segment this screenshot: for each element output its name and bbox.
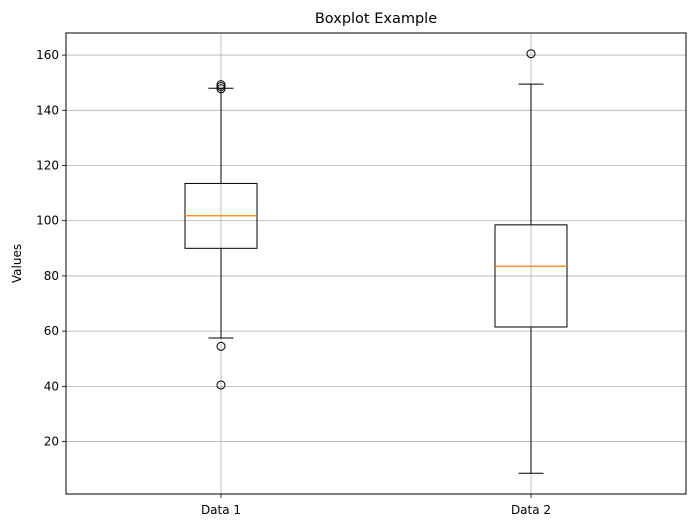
grid-lines — [66, 33, 686, 494]
chart-title: Boxplot Example — [315, 11, 437, 27]
plot-area-frame — [65, 32, 687, 495]
x-tick-label: Data 1 — [201, 503, 241, 517]
outlier-point — [216, 82, 226, 92]
y-tick-label: 80 — [44, 269, 59, 283]
outlier-point — [526, 49, 536, 59]
y-axis-label: Values — [10, 244, 24, 283]
y-tick-label: 100 — [36, 214, 59, 228]
outlier-point — [216, 380, 226, 390]
y-tick-label: 120 — [36, 159, 59, 173]
axis-ticks: 20 40 60 80 100 120 140 160 Data 1 Data 2 — [36, 48, 551, 517]
y-tick-label: 20 — [44, 435, 59, 449]
y-tick-label: 140 — [36, 103, 59, 117]
x-tick-label: Data 2 — [511, 503, 551, 517]
outlier-point — [216, 84, 226, 94]
box-series — [184, 49, 568, 474]
box-iqr — [494, 224, 568, 328]
y-tick-label: 40 — [44, 379, 59, 393]
y-tick-label: 60 — [44, 324, 59, 338]
y-tick-label: 160 — [36, 48, 59, 62]
outlier-point — [216, 341, 226, 351]
